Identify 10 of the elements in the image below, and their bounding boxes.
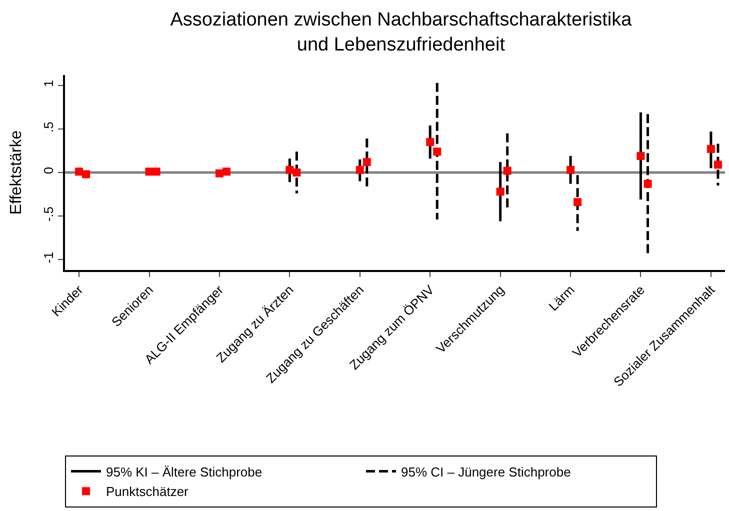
legend-label: Punktschätzer bbox=[106, 484, 190, 500]
y-tick-label: -.5 bbox=[40, 206, 56, 222]
y-tick-label: 0 bbox=[40, 166, 56, 174]
text: 95% CI – Jüngere Stichprobe bbox=[401, 464, 571, 480]
y-axis-title: Effektstärke bbox=[8, 130, 26, 215]
y-tick-label: -1 bbox=[40, 252, 56, 264]
text: 95% KI – Ältere Stichprobe bbox=[106, 464, 262, 480]
y-tick-label: 1 bbox=[40, 80, 56, 88]
chart-title: Assoziationen zwischen Nachbarschaftscharakteristika und Lebenszufriedenheit bbox=[170, 10, 632, 56]
y-tick-label: .5 bbox=[40, 122, 56, 132]
